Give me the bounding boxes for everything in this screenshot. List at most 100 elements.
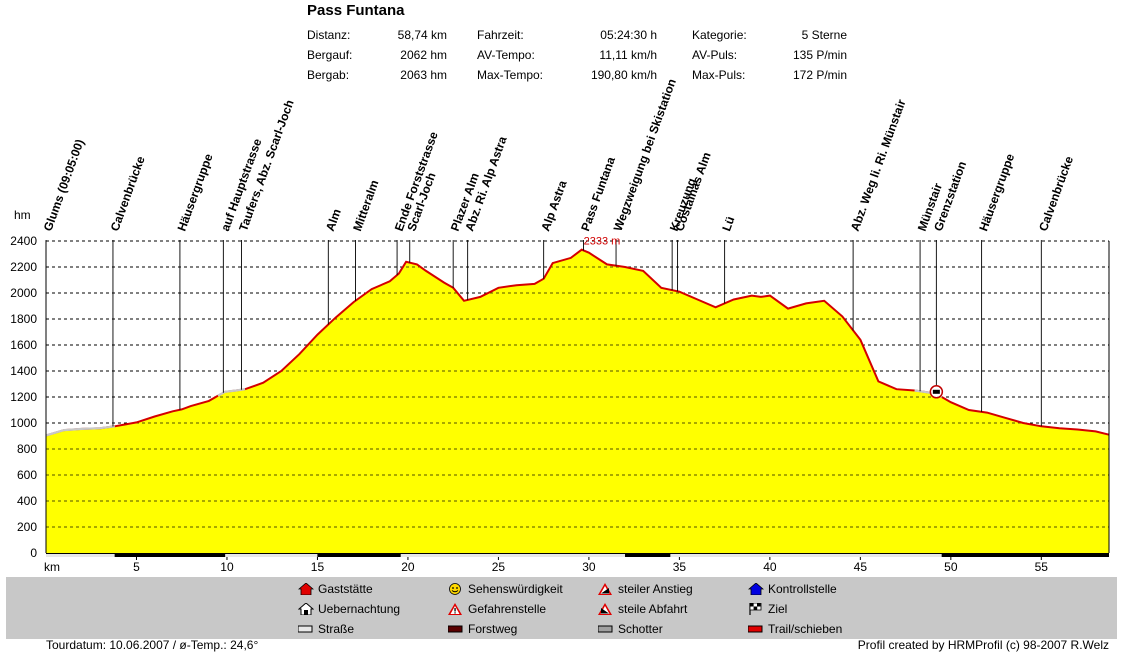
y-tick-label: 1600 xyxy=(10,338,37,352)
waypoint-label: Wegzweigung bei Skistation xyxy=(611,77,679,233)
stat-label: AV-Puls: xyxy=(692,48,738,62)
x-tick-label: 45 xyxy=(854,560,868,574)
stat-value: 190,80 km/h xyxy=(590,68,657,82)
y-tick-label: 1000 xyxy=(10,416,37,430)
legend-item: Gefahrenstelle xyxy=(448,602,546,616)
legend-item: Forstweg xyxy=(447,622,517,636)
y-tick-label: 1400 xyxy=(10,364,37,378)
waypoint-label: Costainas Alm xyxy=(672,150,714,233)
steep-descent-icon xyxy=(598,603,614,615)
legend-label: Ziel xyxy=(768,602,788,616)
trail-swatch-icon xyxy=(747,623,764,635)
legend-label: Gaststätte xyxy=(318,582,373,596)
waypoint-label: Abz. Weg li. Ri. Münstair xyxy=(848,97,909,233)
legend-item: steiler Anstieg xyxy=(598,582,693,596)
stat-label: AV-Tempo: xyxy=(477,48,535,62)
elevation-fill xyxy=(46,249,1109,553)
waypoint-label: Alp Astra xyxy=(538,178,569,233)
stat-value: 135 P/min xyxy=(792,48,847,62)
axes: 0 200 400 600 800 1000 1200 1400 1600 1800 2000 220… xyxy=(10,234,1110,574)
warning-icon xyxy=(448,603,464,615)
waypoint-label: Calvenbrücke xyxy=(1036,154,1076,233)
road-swatch-icon xyxy=(297,623,314,635)
checkpoint-icon xyxy=(747,582,765,596)
surface-stripe xyxy=(941,554,1109,557)
legend-panel: Gaststätte Uebernachtung Straße Sehenswü… xyxy=(6,577,1117,639)
profile-area xyxy=(45,240,1110,553)
finish-flag-icon xyxy=(748,602,764,615)
legend-item: Straße xyxy=(297,622,355,636)
forest-road-swatch-icon xyxy=(447,623,464,635)
stat-label: Max-Tempo: xyxy=(477,68,544,82)
waypoint-label: Alm xyxy=(323,207,344,233)
stat-label: Distanz: xyxy=(307,28,351,42)
surface-stripe xyxy=(625,554,671,557)
stat-value: 05:24:30 h xyxy=(600,28,657,42)
stat-value: 11,11 km/h xyxy=(599,48,657,62)
x-tick-label: 20 xyxy=(401,560,415,574)
legend-label: Schotter xyxy=(618,622,663,636)
surface-stripe xyxy=(670,554,942,557)
stat-label: Fahrzeit: xyxy=(477,28,524,42)
x-tick-label: 25 xyxy=(492,560,506,574)
y-tick-label: 400 xyxy=(17,494,37,508)
y-tick-label: 1800 xyxy=(10,312,37,326)
y-tick-label: 1200 xyxy=(10,390,37,404)
legend-label: steiler Anstieg xyxy=(618,582,693,596)
x-tick-label: 30 xyxy=(582,560,596,574)
legend-item: Uebernachtung xyxy=(297,602,401,616)
legend-item: Ziel xyxy=(748,602,787,616)
restaurant-icon-inner xyxy=(932,389,940,394)
waypoint-label: Häusergruppe xyxy=(976,151,1017,233)
x-tick-label: 15 xyxy=(311,560,325,574)
stat-value: 2063 hm xyxy=(400,68,447,82)
y-tick-label: 0 xyxy=(30,546,37,560)
y-tick-label: 2200 xyxy=(10,260,37,274)
lodge-icon xyxy=(297,602,315,616)
waypoint-label: Häusergruppe xyxy=(175,151,216,233)
y-tick-label: 800 xyxy=(17,442,37,456)
elevation-chart: hm km Glums (09:05:00) Calvenbrücke Häuser… xyxy=(10,77,1110,574)
smiley-icon xyxy=(448,583,464,595)
stat-label: Kategorie: xyxy=(692,28,747,42)
surface-stripe xyxy=(317,554,401,557)
stat-value: 58,74 km xyxy=(397,28,447,42)
surface-stripe xyxy=(114,554,226,557)
stat-label: Bergab: xyxy=(307,68,350,82)
legend-item: Trail/schieben xyxy=(747,622,843,636)
legend-item: Gaststätte xyxy=(297,582,373,596)
road-segment xyxy=(45,425,115,437)
house-red-icon xyxy=(297,582,315,596)
surface-stripe xyxy=(225,554,318,557)
legend-label: Sehenswürdigkeit xyxy=(468,582,563,596)
waypoint-label: Lü xyxy=(719,214,737,233)
chart-title: Pass Funtana xyxy=(307,2,405,19)
stat-value: 172 P/min xyxy=(792,68,847,82)
waypoint-label: Calvenbrücke xyxy=(108,154,148,233)
footer-tour-info: Tourdatum: 10.06.2007 / ø-Temp.: 24,6° xyxy=(46,638,259,652)
x-tick-label: 35 xyxy=(673,560,687,574)
stat-value: 2062 hm xyxy=(400,48,447,62)
stat-label: Bergauf: xyxy=(307,48,353,62)
max-elevation-label: 2333 m xyxy=(584,236,621,248)
road-segment xyxy=(217,388,246,397)
legend-item: Sehenswürdigkeit xyxy=(448,582,563,596)
steep-climb-icon xyxy=(598,583,614,595)
surface-stripe xyxy=(46,554,115,557)
waypoint-label: Mitteralm xyxy=(350,178,381,233)
stat-label: Max-Puls: xyxy=(692,68,746,82)
stat-value: 5 Sterne xyxy=(801,28,847,42)
legend-label: Uebernachtung xyxy=(318,602,401,616)
legend-label: Straße xyxy=(318,622,355,636)
gravel-swatch-icon xyxy=(597,623,614,635)
legend-label: Trail/schieben xyxy=(768,622,843,636)
waypoint-label: Pass Funtana xyxy=(578,155,618,233)
legend-item: steile Abfahrt xyxy=(598,602,687,616)
x-tick-label: 40 xyxy=(763,560,777,574)
legend-item: Kontrollstelle xyxy=(747,582,837,596)
x-tick-label: 5 xyxy=(133,560,140,574)
y-tick-label: 2400 xyxy=(10,234,37,248)
x-tick-label: 55 xyxy=(1035,560,1049,574)
legend-label: Kontrollstelle xyxy=(768,582,837,596)
y-tick-label: 600 xyxy=(17,468,37,482)
